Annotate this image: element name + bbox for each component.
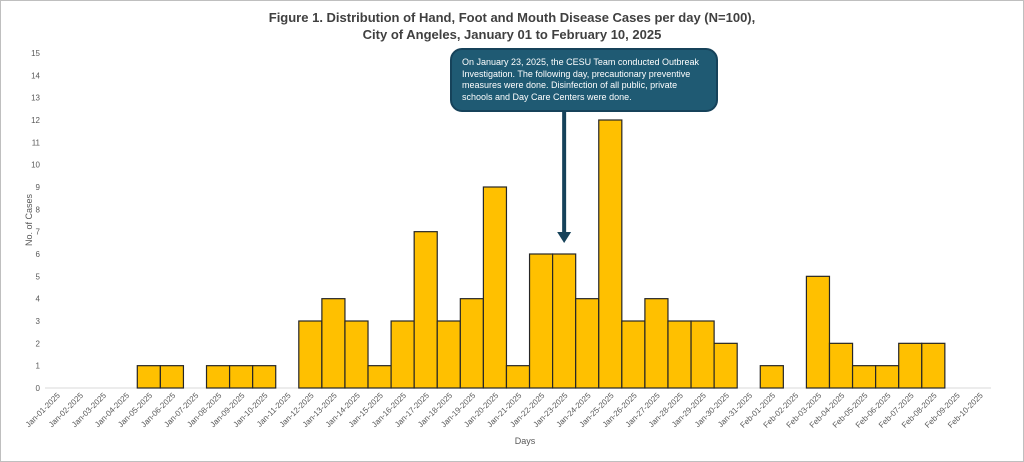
y-axis-title: No. of Cases: [24, 193, 34, 246]
bar: [921, 342, 946, 389]
bar: [205, 365, 231, 389]
bar: [851, 365, 877, 389]
bar: [436, 320, 461, 389]
y-tick-label: 8: [36, 205, 41, 214]
bar: [828, 342, 854, 389]
bar: [390, 320, 415, 389]
bar: [344, 320, 369, 389]
y-tick-label: 13: [31, 94, 40, 103]
bar: [321, 298, 346, 389]
bar: [413, 231, 438, 389]
bar: [644, 298, 669, 389]
chart-title-line-2: City of Angeles, January 01 to February …: [362, 27, 662, 42]
bar: [898, 342, 923, 389]
bar: [759, 365, 784, 389]
y-tick-label: 4: [36, 295, 41, 304]
bar: [505, 365, 531, 389]
bar: [621, 320, 646, 389]
bar: [875, 365, 900, 389]
bar: [367, 365, 392, 389]
y-tick-label: 15: [31, 49, 40, 58]
y-tick-label: 3: [36, 317, 41, 326]
chart-title-line-1: Figure 1. Distribution of Hand, Foot and…: [268, 10, 756, 25]
bar: [690, 320, 715, 389]
y-tick-label: 1: [36, 362, 41, 371]
bar: [528, 253, 554, 389]
y-tick-label: 7: [36, 228, 41, 237]
bar: [575, 298, 600, 389]
bar: [805, 275, 831, 389]
y-tick-label: 11: [32, 138, 41, 147]
annotation-text: On January 23, 2025, the CESU Team condu…: [462, 57, 699, 102]
bar: [228, 365, 254, 389]
x-axis-title: Days: [515, 436, 536, 446]
bar: [459, 298, 484, 389]
bar: [298, 320, 323, 389]
bar: [598, 119, 623, 389]
y-tick-label: 0: [36, 384, 41, 393]
bar: [482, 186, 508, 389]
bar: [159, 365, 185, 389]
bar: [713, 342, 738, 389]
y-tick-label: 12: [31, 116, 40, 125]
y-tick-label: 9: [36, 183, 41, 192]
chart-title: Figure 1. Distribution of Hand, Foot and…: [0, 9, 1024, 43]
y-tick-label: 6: [36, 250, 41, 259]
y-tick-label: 14: [31, 71, 40, 80]
annotation-arrow-head: [557, 232, 572, 243]
bar: [667, 320, 692, 389]
annotation-callout: On January 23, 2025, the CESU Team condu…: [450, 48, 718, 112]
y-tick-label: 5: [36, 272, 41, 281]
bar: [252, 365, 277, 389]
bar: [136, 365, 161, 389]
y-tick-label: 10: [31, 161, 40, 170]
bar: [552, 253, 577, 389]
y-tick-label: 2: [36, 339, 41, 348]
